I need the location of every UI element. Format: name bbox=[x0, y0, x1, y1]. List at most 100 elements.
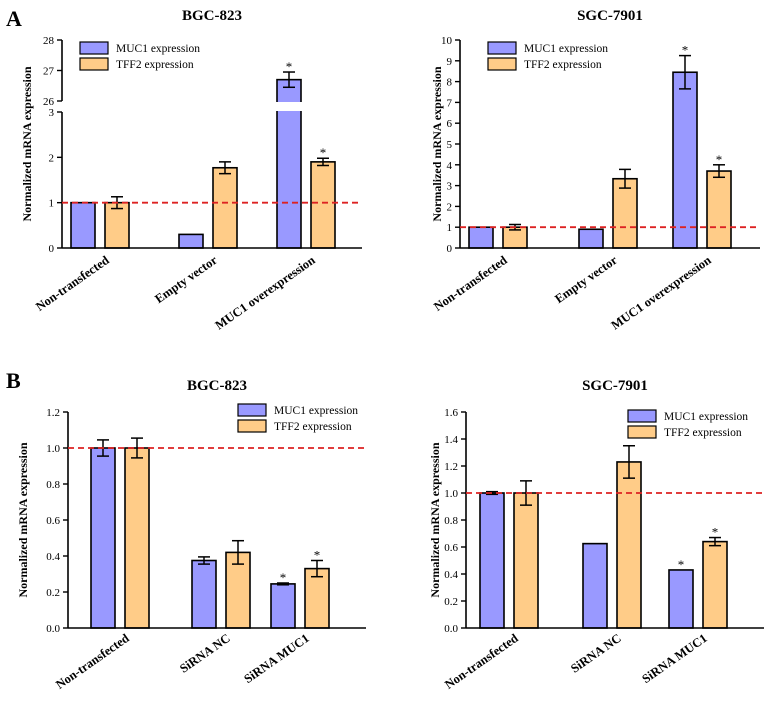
y-tick-label: 8 bbox=[447, 77, 453, 89]
bar-tff2-expression-non-transfected bbox=[104, 201, 130, 249]
x-tick-label-sirna-muc1: SiRNA MUC1 bbox=[241, 631, 311, 686]
y-tick-label: 0.6 bbox=[444, 542, 458, 554]
legend-label-muc1-expression: MUC1 expression bbox=[524, 43, 608, 55]
chart-title: SGC-7901 bbox=[582, 378, 648, 394]
legend-label-tff2-expression: TFF2 expression bbox=[274, 421, 352, 433]
y-tick-label: 0.8 bbox=[444, 515, 458, 527]
y-tick-label: 1.4 bbox=[444, 434, 458, 446]
bar-tff2-expression-sirna-muc1 bbox=[702, 540, 728, 629]
x-tick-label-non-transfected: Non-transfected bbox=[33, 253, 112, 314]
y-tick-label: 9 bbox=[447, 56, 453, 68]
y-tick-label: 1.2 bbox=[444, 461, 458, 473]
bar-muc1-expression-non-transfected bbox=[90, 447, 116, 629]
y-tick-label: 2 bbox=[447, 201, 453, 213]
y-tick-label: 0.4 bbox=[444, 569, 458, 581]
legend-label-muc1-expression: MUC1 expression bbox=[274, 405, 358, 417]
bar-muc1-expression-empty-vector bbox=[178, 233, 204, 249]
legend-label-tff2-expression: TFF2 expression bbox=[664, 427, 742, 439]
y-tick-label: 7 bbox=[447, 97, 453, 109]
y-tick-label: 0.4 bbox=[46, 551, 60, 563]
chart-b-sgc7901: SGC-7901 Normalized mRNA expression * * 0.0 0… bbox=[428, 378, 764, 692]
bar-tff2-expression-empty-vector bbox=[212, 166, 238, 249]
legend-swatch-tff2-expression bbox=[237, 419, 267, 433]
y-tick-label: 0.0 bbox=[444, 623, 458, 635]
y-tick-label: 1.2 bbox=[46, 407, 60, 419]
y-tick-label: 1.0 bbox=[444, 488, 458, 500]
significance-star: * bbox=[712, 525, 719, 540]
chart-title: SGC-7901 bbox=[577, 8, 643, 24]
significance-star: * bbox=[286, 59, 293, 74]
chart-a-sgc7901: SGC-7901 Normalized mRNA expression * * 0 1 2 3… bbox=[430, 8, 760, 332]
legend-swatch-muc1-expression bbox=[237, 403, 267, 417]
y-tick-label: 0.2 bbox=[46, 587, 60, 599]
significance-star: * bbox=[280, 570, 287, 585]
y-tick-label: 0.2 bbox=[444, 596, 458, 608]
x-tick-label-non-transfected: Non-transfected bbox=[431, 253, 510, 314]
y-tick-label: 1 bbox=[447, 222, 453, 234]
y-tick-label: 10 bbox=[441, 35, 453, 47]
y-axis-label: Normalized mRNA expression bbox=[430, 66, 444, 221]
bar-tff2-expression-sirna-nc bbox=[616, 461, 642, 629]
legend-label-tff2-expression: TFF2 expression bbox=[116, 59, 194, 71]
legend-label-muc1-expression: MUC1 expression bbox=[664, 411, 748, 423]
bar-muc1-expression-non-transfected bbox=[479, 492, 505, 629]
significance-star: * bbox=[716, 152, 723, 167]
bar-muc1-expression-empty-vector bbox=[578, 228, 604, 249]
y-tick-label: 3 bbox=[447, 181, 453, 193]
x-tick-label-non-transfected: Non-transfected bbox=[53, 631, 132, 692]
legend-label-tff2-expression: TFF2 expression bbox=[524, 59, 602, 71]
x-tick-label-non-transfected: Non-transfected bbox=[442, 631, 521, 692]
bar-muc1-expression-sirna-nc bbox=[582, 542, 608, 629]
y-tick-label: 0.0 bbox=[46, 623, 60, 635]
bar-tff2-expression-non-transfected bbox=[513, 492, 539, 629]
significance-star: * bbox=[682, 43, 689, 58]
axis-break-gap bbox=[63, 102, 363, 111]
legend-swatch-muc1-expression bbox=[627, 409, 657, 423]
bar-muc1-expression-sirna-muc1 bbox=[668, 569, 694, 629]
bar-tff2-expression-sirna-muc1 bbox=[304, 567, 330, 629]
bar-muc1-expression-sirna-muc1 bbox=[270, 583, 296, 629]
significance-star: * bbox=[320, 145, 327, 160]
x-tick-label-sirna-nc: SiRNA NC bbox=[568, 631, 624, 676]
x-tick-label-empty-vector: Empty vector bbox=[152, 253, 220, 306]
legend-swatch-tff2-expression bbox=[487, 57, 517, 71]
significance-star: * bbox=[678, 557, 685, 572]
panel-letter-b: B bbox=[6, 368, 21, 393]
bar-tff2-expression-non-transfected bbox=[124, 447, 150, 629]
y-axis-label: Normalized mRNA expression bbox=[16, 442, 30, 597]
x-tick-label-sirna-muc1: SiRNA MUC1 bbox=[639, 631, 709, 686]
y-axis-label: Normalized mRNA expression bbox=[20, 66, 34, 221]
chart-title: BGC-823 bbox=[182, 8, 242, 24]
bar-muc1-expression-muc1-overexpression bbox=[672, 71, 698, 249]
chart-b-bgc823: BGC-823 Normalized mRNA expression * * 0.0 0.… bbox=[16, 378, 366, 692]
legend-swatch-tff2-expression bbox=[627, 425, 657, 439]
y-tick-label: 26 bbox=[43, 96, 55, 108]
x-tick-label-muc1-overexpression: MUC1 overexpression bbox=[213, 253, 318, 333]
bar-muc1-expression-sirna-nc bbox=[191, 559, 217, 629]
significance-star: * bbox=[314, 548, 321, 563]
legend-swatch-muc1-expression bbox=[79, 41, 109, 55]
y-tick-label: 6 bbox=[447, 118, 453, 130]
bar-tff2-expression-empty-vector bbox=[612, 177, 638, 249]
chart-title: BGC-823 bbox=[187, 378, 247, 394]
y-tick-label: 0 bbox=[49, 243, 55, 255]
y-tick-label: 1 bbox=[49, 198, 55, 210]
x-tick-label-empty-vector: Empty vector bbox=[552, 253, 620, 306]
y-tick-label: 1.0 bbox=[46, 443, 60, 455]
y-axis-label: Normalized mRNA expression bbox=[428, 442, 442, 597]
y-tick-label: 0 bbox=[447, 243, 453, 255]
y-tick-label: 0.8 bbox=[46, 479, 60, 491]
x-tick-label-sirna-nc: SiRNA NC bbox=[177, 631, 233, 676]
bar-tff2-expression-muc1-overexpression bbox=[706, 170, 732, 249]
y-tick-label: 2 bbox=[49, 152, 55, 164]
y-tick-label: 4 bbox=[447, 160, 453, 172]
bar-muc1-expression-non-transfected bbox=[468, 226, 494, 249]
panel-letter-a: A bbox=[6, 6, 22, 31]
y-tick-label: 0.6 bbox=[46, 515, 60, 527]
legend-swatch-muc1-expression bbox=[487, 41, 517, 55]
chart-a-bgc823: BGC-823 Normalized mRNA expression * * 26 27 2… bbox=[20, 8, 363, 332]
legend-label-muc1-expression: MUC1 expression bbox=[116, 43, 200, 55]
y-tick-label: 1.6 bbox=[444, 407, 458, 419]
y-tick-label: 27 bbox=[43, 66, 55, 78]
